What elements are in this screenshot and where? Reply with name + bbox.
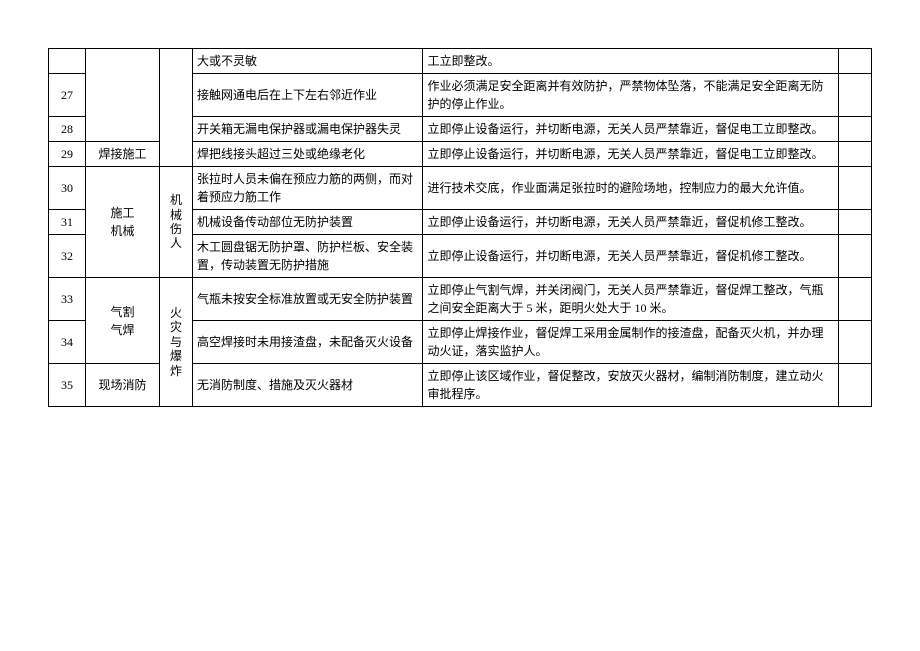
cell-hazard: 接触网通电后在上下左右邻近作业 [193, 74, 423, 117]
cell-tail [839, 210, 872, 235]
cell-tail [839, 142, 872, 167]
table-row: 30 施工机械 机械伤人 张拉时人员未偏在预应力筋的两侧，而对着预应力筋工作 进… [49, 167, 872, 210]
cell-hazard: 张拉时人员未偏在预应力筋的两侧，而对着预应力筋工作 [193, 167, 423, 210]
cell-index [49, 49, 86, 74]
table-row: 33 气割气焊 火灾与爆炸 气瓶未按安全标准放置或无安全防护装置 立即停止气割气… [49, 278, 872, 321]
cell-hazard: 木工圆盘锯无防护罩、防护栏板、安全装置，传动装置无防护措施 [193, 235, 423, 278]
cell-tail [839, 278, 872, 321]
cell-hazard: 无消防制度、措施及灭火器材 [193, 364, 423, 407]
cell-index: 30 [49, 167, 86, 210]
cell-tail [839, 49, 872, 74]
cell-c2: 现场消防 [86, 364, 160, 407]
cell-c2-blank [86, 49, 160, 142]
cell-measure: 作业必须满足安全距离并有效防护，严禁物体坠落，不能满足安全距离无防护的停止作业。 [423, 74, 839, 117]
cell-measure: 立即停止该区域作业，督促整改，安放灭火器材，编制消防制度，建立动火审批程序。 [423, 364, 839, 407]
cell-c3-group: 火灾与爆炸 [160, 278, 193, 407]
cell-measure: 立即停止焊接作业，督促焊工采用金属制作的接渣盘，配备灭火机，并办理动火证，落实监… [423, 321, 839, 364]
cell-tail [839, 74, 872, 117]
cell-index: 27 [49, 74, 86, 117]
cell-c2: 焊接施工 [86, 142, 160, 167]
cell-measure: 立即停止设备运行，并切断电源，无关人员严禁靠近，督促机修工整改。 [423, 235, 839, 278]
cell-index: 28 [49, 117, 86, 142]
cell-tail [839, 117, 872, 142]
cell-index: 31 [49, 210, 86, 235]
cell-hazard: 开关箱无漏电保护器或漏电保护器失灵 [193, 117, 423, 142]
cell-tail [839, 364, 872, 407]
cell-tail [839, 167, 872, 210]
cell-measure: 立即停止设备运行，并切断电源，无关人员严禁靠近，督促机修工整改。 [423, 210, 839, 235]
cell-measure: 立即停止设备运行，并切断电源，无关人员严禁靠近，督促电工立即整改。 [423, 142, 839, 167]
cell-index: 29 [49, 142, 86, 167]
cell-hazard: 高空焊接时未用接渣盘，未配备灭火设备 [193, 321, 423, 364]
cell-hazard: 焊把线接头超过三处或绝缘老化 [193, 142, 423, 167]
safety-table: 大或不灵敏 工立即整改。 27 接触网通电后在上下左右邻近作业 作业必须满足安全… [48, 48, 872, 407]
cell-c3-blank [160, 49, 193, 167]
cell-hazard: 机械设备传动部位无防护装置 [193, 210, 423, 235]
cell-measure: 工立即整改。 [423, 49, 839, 74]
cell-tail [839, 321, 872, 364]
cell-measure: 立即停止气割气焊，并关闭阀门，无关人员严禁靠近，督促焊工整改，气瓶之间安全距离大… [423, 278, 839, 321]
cell-c3-group: 机械伤人 [160, 167, 193, 278]
cell-c2-group: 施工机械 [86, 167, 160, 278]
cell-index: 32 [49, 235, 86, 278]
table-row: 大或不灵敏 工立即整改。 [49, 49, 872, 74]
cell-c2-group: 气割气焊 [86, 278, 160, 364]
cell-measure: 立即停止设备运行，并切断电源，无关人员严禁靠近，督促电工立即整改。 [423, 117, 839, 142]
cell-hazard: 大或不灵敏 [193, 49, 423, 74]
cell-index: 33 [49, 278, 86, 321]
cell-index: 35 [49, 364, 86, 407]
cell-index: 34 [49, 321, 86, 364]
cell-measure: 进行技术交底，作业面满足张拉时的避险场地，控制应力的最大允许值。 [423, 167, 839, 210]
cell-tail [839, 235, 872, 278]
cell-hazard: 气瓶未按安全标准放置或无安全防护装置 [193, 278, 423, 321]
